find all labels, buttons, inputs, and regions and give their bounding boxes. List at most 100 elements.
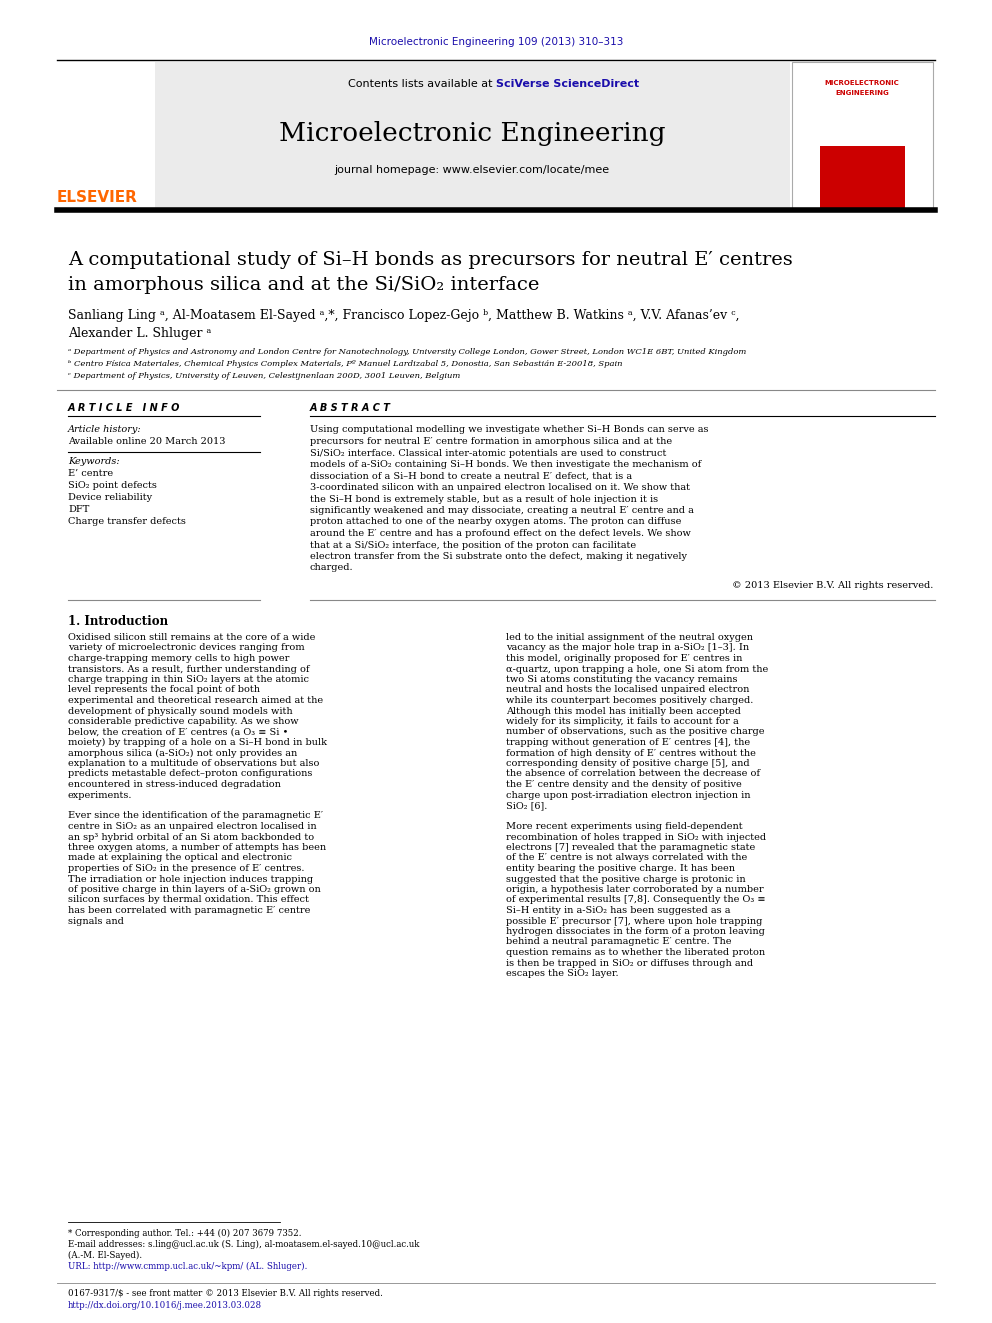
- Text: vacancy as the major hole trap in a-SiO₂ [1–3]. In: vacancy as the major hole trap in a-SiO₂…: [506, 643, 749, 652]
- Text: Si/SiO₂ interface. Classical inter-atomic potentials are used to construct: Si/SiO₂ interface. Classical inter-atomi…: [310, 448, 667, 458]
- Text: considerable predictive capability. As we show: considerable predictive capability. As w…: [68, 717, 299, 726]
- Text: variety of microelectronic devices ranging from: variety of microelectronic devices rangi…: [68, 643, 305, 652]
- Text: electron transfer from the Si substrate onto the defect, making it negatively: electron transfer from the Si substrate …: [310, 552, 687, 561]
- Text: © 2013 Elsevier B.V. All rights reserved.: © 2013 Elsevier B.V. All rights reserved…: [732, 581, 933, 590]
- Text: * Corresponding author. Tel.: +44 (0) 207 3679 7352.: * Corresponding author. Tel.: +44 (0) 20…: [68, 1229, 302, 1237]
- Text: Microelectronic Engineering: Microelectronic Engineering: [279, 120, 666, 146]
- Text: dissociation of a Si–H bond to create a neutral E′ defect, that is a: dissociation of a Si–H bond to create a …: [310, 471, 632, 480]
- Text: widely for its simplicity, it fails to account for a: widely for its simplicity, it fails to a…: [506, 717, 739, 726]
- Text: journal homepage: www.elsevier.com/locate/mee: journal homepage: www.elsevier.com/locat…: [334, 165, 609, 175]
- Text: Microelectronic Engineering 109 (2013) 310–313: Microelectronic Engineering 109 (2013) 3…: [369, 37, 623, 48]
- Text: corresponding density of positive charge [5], and: corresponding density of positive charge…: [506, 759, 750, 767]
- Text: of positive charge in thin layers of a-SiO₂ grown on: of positive charge in thin layers of a-S…: [68, 885, 320, 894]
- Text: models of a-SiO₂ containing Si–H bonds. We then investigate the mechanism of: models of a-SiO₂ containing Si–H bonds. …: [310, 460, 701, 468]
- Text: has been correlated with paramagnetic E′ centre: has been correlated with paramagnetic E′…: [68, 906, 310, 916]
- Text: ᶜ Department of Physics, University of Leuven, Celestijnenlaan 200D, 3001 Leuven: ᶜ Department of Physics, University of L…: [68, 372, 460, 380]
- Text: precursors for neutral E′ centre formation in amorphous silica and at the: precursors for neutral E′ centre formati…: [310, 437, 673, 446]
- Text: SiO₂ [6].: SiO₂ [6].: [506, 800, 548, 810]
- Text: encountered in stress-induced degradation: encountered in stress-induced degradatio…: [68, 781, 281, 789]
- Text: ᵃ Department of Physics and Astronomy and London Centre for Nanotechnology, Univ: ᵃ Department of Physics and Astronomy an…: [68, 348, 746, 356]
- Text: number of observations, such as the positive charge: number of observations, such as the posi…: [506, 728, 765, 737]
- Text: in amorphous silica and at the Si/SiO₂ interface: in amorphous silica and at the Si/SiO₂ i…: [68, 277, 540, 294]
- Text: below, the creation of E′ centres (a O₃ ≡ Si •: below, the creation of E′ centres (a O₃ …: [68, 728, 289, 737]
- Text: Available online 20 March 2013: Available online 20 March 2013: [68, 438, 225, 446]
- Text: suggested that the positive charge is protonic in: suggested that the positive charge is pr…: [506, 875, 746, 884]
- Text: A computational study of Si–H bonds as precursors for neutral E′ centres: A computational study of Si–H bonds as p…: [68, 251, 793, 269]
- Text: trapping without generation of E′ centres [4], the: trapping without generation of E′ centre…: [506, 738, 750, 747]
- Text: neutral and hosts the localised unpaired electron: neutral and hosts the localised unpaired…: [506, 685, 749, 695]
- Text: A R T I C L E   I N F O: A R T I C L E I N F O: [68, 404, 181, 413]
- Text: charge upon post-irradiation electron injection in: charge upon post-irradiation electron in…: [506, 791, 751, 799]
- Text: moiety) by trapping of a hole on a Si–H bond in bulk: moiety) by trapping of a hole on a Si–H …: [68, 738, 327, 747]
- Text: significantly weakened and may dissociate, creating a neutral E′ centre and a: significantly weakened and may dissociat…: [310, 505, 693, 515]
- Text: 1. Introduction: 1. Introduction: [68, 615, 168, 628]
- Text: escapes the SiO₂ layer.: escapes the SiO₂ layer.: [506, 968, 619, 978]
- Text: http://dx.doi.org/10.1016/j.mee.2013.03.028: http://dx.doi.org/10.1016/j.mee.2013.03.…: [68, 1301, 262, 1310]
- Text: hydrogen dissociates in the form of a proton leaving: hydrogen dissociates in the form of a pr…: [506, 927, 765, 935]
- Text: question remains as to whether the liberated proton: question remains as to whether the liber…: [506, 949, 765, 957]
- Text: development of physically sound models with: development of physically sound models w…: [68, 706, 293, 716]
- Text: behind a neutral paramagnetic E′ centre. The: behind a neutral paramagnetic E′ centre.…: [506, 938, 731, 946]
- Text: this model, originally proposed for E′ centres in: this model, originally proposed for E′ c…: [506, 654, 742, 663]
- Text: led to the initial assignment of the neutral oxygen: led to the initial assignment of the neu…: [506, 632, 753, 642]
- Text: level represents the focal point of both: level represents the focal point of both: [68, 685, 260, 695]
- Text: ENGINEERING: ENGINEERING: [835, 90, 889, 97]
- Text: Sanliang Ling ᵃ, Al-Moatasem El-Sayed ᵃ,*, Francisco Lopez-Gejo ᵇ, Matthew B. Wa: Sanliang Ling ᵃ, Al-Moatasem El-Sayed ᵃ,…: [68, 308, 739, 321]
- Text: charge-trapping memory cells to high power: charge-trapping memory cells to high pow…: [68, 654, 290, 663]
- Text: (A.-M. El-Sayed).: (A.-M. El-Sayed).: [68, 1250, 142, 1259]
- Text: Article history:: Article history:: [68, 426, 142, 434]
- Text: E’ centre: E’ centre: [68, 470, 113, 479]
- Text: Alexander L. Shluger ᵃ: Alexander L. Shluger ᵃ: [68, 327, 211, 340]
- Text: DFT: DFT: [68, 505, 89, 515]
- Text: possible E′ precursor [7], where upon hole trapping: possible E′ precursor [7], where upon ho…: [506, 917, 763, 926]
- Text: around the E′ centre and has a profound effect on the defect levels. We show: around the E′ centre and has a profound …: [310, 529, 690, 538]
- Text: ELSEVIER: ELSEVIER: [57, 191, 138, 205]
- Text: electrons [7] revealed that the paramagnetic state: electrons [7] revealed that the paramagn…: [506, 843, 755, 852]
- Text: Oxidised silicon still remains at the core of a wide: Oxidised silicon still remains at the co…: [68, 632, 315, 642]
- Text: α-quartz, upon trapping a hole, one Si atom from the: α-quartz, upon trapping a hole, one Si a…: [506, 664, 768, 673]
- Text: 3-coordinated silicon with an unpaired electron localised on it. We show that: 3-coordinated silicon with an unpaired e…: [310, 483, 690, 492]
- Text: Device reliability: Device reliability: [68, 493, 152, 503]
- Text: explanation to a multitude of observations but also: explanation to a multitude of observatio…: [68, 759, 319, 767]
- Text: that at a Si/SiO₂ interface, the position of the proton can facilitate: that at a Si/SiO₂ interface, the positio…: [310, 541, 636, 549]
- Bar: [155, 62, 790, 208]
- Text: ᵇ Centro Física Materiales, Chemical Physics Complex Materials, Pº Manuel Lardiz: ᵇ Centro Física Materiales, Chemical Phy…: [68, 360, 623, 368]
- Text: experimental and theoretical research aimed at the: experimental and theoretical research ai…: [68, 696, 323, 705]
- Text: charge trapping in thin SiO₂ layers at the atomic: charge trapping in thin SiO₂ layers at t…: [68, 675, 309, 684]
- Text: while its counterpart becomes positively charged.: while its counterpart becomes positively…: [506, 696, 753, 705]
- Text: properties of SiO₂ in the presence of E′ centres.: properties of SiO₂ in the presence of E′…: [68, 864, 305, 873]
- Text: an sp³ hybrid orbital of an Si atom backbonded to: an sp³ hybrid orbital of an Si atom back…: [68, 832, 314, 841]
- Text: transistors. As a result, further understanding of: transistors. As a result, further unders…: [68, 664, 310, 673]
- Text: MICROELECTRONIC: MICROELECTRONIC: [824, 79, 900, 86]
- Bar: [57, 62, 155, 208]
- Text: Charge transfer defects: Charge transfer defects: [68, 517, 186, 527]
- Text: The irradiation or hole injection induces trapping: The irradiation or hole injection induce…: [68, 875, 313, 884]
- Text: A B S T R A C T: A B S T R A C T: [310, 404, 391, 413]
- Text: two Si atoms constituting the vacancy remains: two Si atoms constituting the vacancy re…: [506, 675, 737, 684]
- Text: More recent experiments using field-dependent: More recent experiments using field-depe…: [506, 822, 743, 831]
- Bar: [820, 146, 905, 208]
- Text: URL: http://www.cmmp.ucl.ac.uk/~kpm/ (AL. Shluger).: URL: http://www.cmmp.ucl.ac.uk/~kpm/ (AL…: [68, 1261, 308, 1270]
- Text: made at explaining the optical and electronic: made at explaining the optical and elect…: [68, 853, 292, 863]
- Text: formation of high density of E′ centres without the: formation of high density of E′ centres …: [506, 749, 756, 758]
- Text: the E′ centre density and the density of positive: the E′ centre density and the density of…: [506, 781, 742, 789]
- Text: origin, a hypothesis later corroborated by a number: origin, a hypothesis later corroborated …: [506, 885, 764, 894]
- Text: centre in SiO₂ as an unpaired electron localised in: centre in SiO₂ as an unpaired electron l…: [68, 822, 316, 831]
- Text: 0167-9317/$ - see front matter © 2013 Elsevier B.V. All rights reserved.: 0167-9317/$ - see front matter © 2013 El…: [68, 1290, 383, 1298]
- Text: entity bearing the positive charge. It has been: entity bearing the positive charge. It h…: [506, 864, 735, 873]
- Text: predicts metastable defect–proton configurations: predicts metastable defect–proton config…: [68, 770, 312, 778]
- Text: Using computational modelling we investigate whether Si–H Bonds can serve as: Using computational modelling we investi…: [310, 426, 708, 434]
- Text: SiO₂ point defects: SiO₂ point defects: [68, 482, 157, 491]
- Text: Ever since the identification of the paramagnetic E′: Ever since the identification of the par…: [68, 811, 323, 820]
- Text: experiments.: experiments.: [68, 791, 133, 799]
- Text: of experimental results [7,8]. Consequently the O₃ ≡: of experimental results [7,8]. Consequen…: [506, 896, 766, 905]
- Text: charged.: charged.: [310, 564, 353, 573]
- Text: three oxygen atoms, a number of attempts has been: three oxygen atoms, a number of attempts…: [68, 843, 326, 852]
- Text: Si–H entity in a-SiO₂ has been suggested as a: Si–H entity in a-SiO₂ has been suggested…: [506, 906, 730, 916]
- Text: SciVerse ScienceDirect: SciVerse ScienceDirect: [496, 79, 639, 89]
- Bar: [792, 62, 933, 208]
- Text: recombination of holes trapped in SiO₂ with injected: recombination of holes trapped in SiO₂ w…: [506, 832, 766, 841]
- Text: Contents lists available at: Contents lists available at: [348, 79, 496, 89]
- Text: the Si–H bond is extremely stable, but as a result of hole injection it is: the Si–H bond is extremely stable, but a…: [310, 495, 658, 504]
- Text: signals and: signals and: [68, 917, 124, 926]
